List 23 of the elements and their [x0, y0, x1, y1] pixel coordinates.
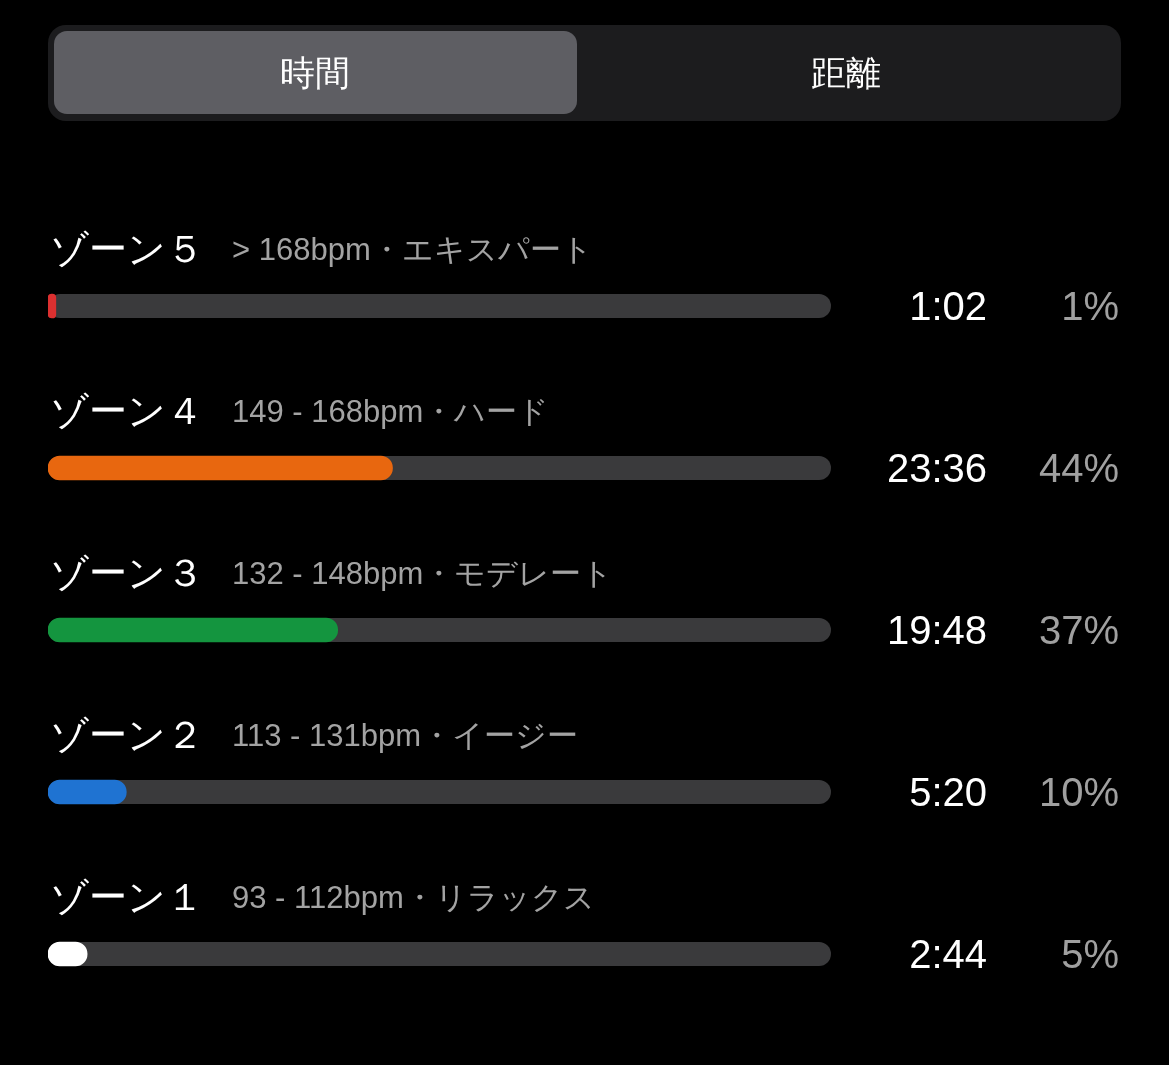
text: 2:44: [909, 932, 987, 976]
segmented-control: 時間 距離: [48, 25, 1121, 121]
data-label: 44%: [1038, 446, 1119, 490]
y-tick-label: ゾーン５: [50, 228, 204, 270]
y-tick-label: ゾーン１: [50, 876, 204, 918]
annotation: 132 - 148bpm・モデレート: [232, 556, 614, 591]
selected-tab: 時間: [54, 31, 577, 114]
annotation: 113 - 131bpm・イージー: [232, 718, 578, 753]
annotation: 93 - 112bpm・リラックス: [232, 880, 595, 915]
data-label: 5%: [1061, 932, 1119, 976]
data-label: 37%: [1038, 608, 1119, 652]
annotation: > 168bpm・エキスパート: [232, 232, 593, 267]
data-label: 1%: [1061, 284, 1119, 328]
text: 19:48: [886, 608, 987, 652]
data-label: 10%: [1038, 770, 1119, 814]
text: 1:02: [909, 284, 987, 328]
y-tick-label: ゾーン４: [50, 390, 204, 432]
annotation: 149 - 168bpm・ハード: [232, 394, 550, 429]
text: 23:36: [886, 446, 987, 490]
y-tick-label: ゾーン２: [50, 714, 204, 756]
y-tick-label: ゾーン３: [50, 552, 204, 594]
text: 5:20: [909, 770, 987, 814]
bar: [48, 779, 127, 805]
